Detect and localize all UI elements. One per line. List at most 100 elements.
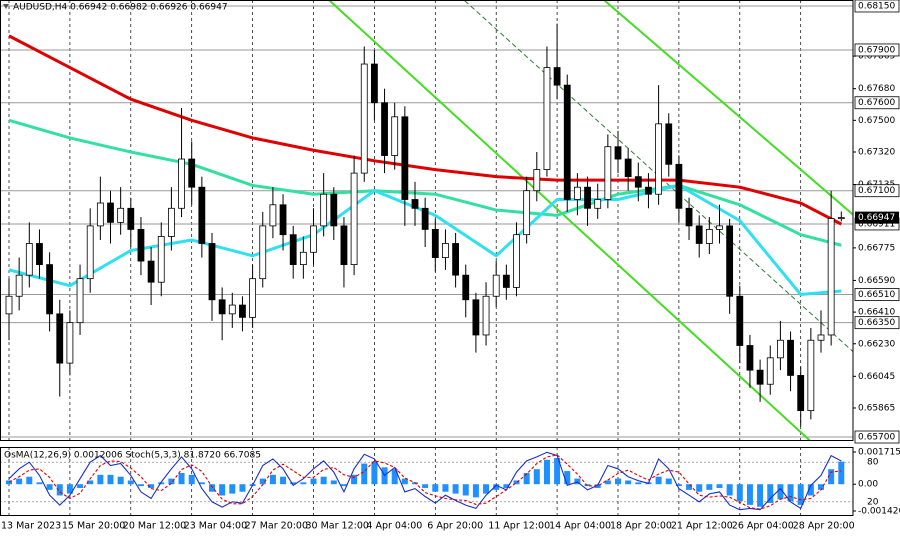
candle-body <box>86 225 94 280</box>
candle-body <box>198 186 206 244</box>
candle-body <box>350 172 358 265</box>
osma-bar <box>259 478 266 485</box>
osma-bar <box>807 484 814 496</box>
chart-title: AUDUSD,H4 0.66942 0.66982 0.66926 0.6694… <box>13 3 228 13</box>
last-price-box <box>855 211 899 224</box>
osma-bar <box>777 484 784 500</box>
level-label: 0.66510 <box>858 290 895 300</box>
candle-body <box>705 229 713 244</box>
candle-body <box>340 225 348 265</box>
osma-bar <box>838 461 845 485</box>
y-tick-label: 0.67320 <box>858 148 895 158</box>
level-label-box <box>854 43 900 57</box>
osma-bar <box>209 484 215 492</box>
osma-bar <box>604 480 611 485</box>
candle-body <box>76 278 84 324</box>
osma-bar <box>178 472 185 485</box>
osma-bar <box>472 484 479 498</box>
x-tick-label: 21 Apr 12:00 <box>671 521 733 532</box>
osma-bar <box>503 484 510 488</box>
candle-body <box>269 204 277 227</box>
candle-body <box>5 295 13 315</box>
osma-bar <box>736 484 743 502</box>
y-tick-label: 0.67500 <box>858 116 895 126</box>
osma-bar <box>706 484 713 490</box>
indicator-label: OsMA(12,26,9) 0.0012006 Stoch(5,3,3) 81.… <box>4 451 261 461</box>
osma-bar <box>36 482 43 485</box>
level-label-box <box>854 316 900 330</box>
symbol-icon <box>3 4 9 9</box>
candle-body <box>107 202 114 223</box>
trendline <box>329 0 811 440</box>
candle-body <box>777 339 784 359</box>
candle-body <box>360 63 368 174</box>
osma-bar <box>361 463 368 485</box>
osma-bar <box>391 469 398 485</box>
candle-body <box>299 251 307 265</box>
x-tick-label: 15 Mar 20:00 <box>62 521 125 532</box>
candle-body <box>218 299 226 315</box>
osma-bar <box>574 478 581 485</box>
oscillator-frame <box>0 447 854 516</box>
candle-body <box>391 116 399 156</box>
level-label: 0.66911 <box>858 219 895 229</box>
y-tick-label: -0.001426 <box>858 507 900 517</box>
candle-body <box>604 146 612 200</box>
osma-bar <box>462 484 469 496</box>
osma-bar <box>87 480 94 485</box>
candle-body <box>178 158 185 209</box>
candle-body <box>655 123 662 195</box>
osma-bar <box>46 484 53 490</box>
moving-average <box>8 118 842 247</box>
osma-bar <box>483 484 490 494</box>
candle-body <box>137 229 145 262</box>
y-tick-label: 0.0017157 <box>858 448 900 458</box>
level-label-box <box>854 288 900 301</box>
osma-bar <box>533 469 540 485</box>
price-frame <box>0 0 854 441</box>
osma-bar <box>696 484 703 492</box>
osma-bar <box>107 474 114 485</box>
oscillator-plot <box>0 447 853 515</box>
candle-body <box>574 186 581 200</box>
osma-bar <box>665 478 672 485</box>
osma-bar <box>168 478 175 485</box>
candle-body <box>634 176 642 188</box>
candle-body <box>716 225 723 230</box>
osma-bar <box>158 482 165 485</box>
osma-bar <box>56 484 63 496</box>
candle-body <box>370 63 378 104</box>
osma-bar <box>828 469 835 485</box>
candle-body <box>482 295 490 336</box>
stochastic-line <box>8 454 842 510</box>
x-tick-label: 18 Apr 20:00 <box>610 521 672 532</box>
osma-bar <box>787 484 794 502</box>
candle-body <box>157 236 165 283</box>
candle-body <box>502 274 510 288</box>
candle-body <box>756 369 764 385</box>
level-label-box <box>854 0 900 13</box>
candle-body <box>117 207 125 223</box>
level-label: 0.67600 <box>858 98 895 108</box>
candle-body <box>462 274 470 301</box>
y-tick-label: 0.66775 <box>858 243 895 253</box>
candle-body <box>736 295 744 346</box>
osma-bar <box>543 459 550 485</box>
osma-bar <box>269 474 276 485</box>
candle-body <box>614 146 622 160</box>
osma-bar <box>239 484 246 492</box>
candle-body <box>36 243 43 265</box>
y-tick-label: 0.66590 <box>858 276 895 286</box>
level-label: 0.68150 <box>858 1 895 11</box>
osma-bar <box>66 484 73 494</box>
osma-bar <box>310 478 317 485</box>
y-tick-label: 0.00 <box>858 480 878 490</box>
candle-body <box>523 190 531 236</box>
level-label: 0.66350 <box>858 318 895 328</box>
osma-bar <box>746 484 753 505</box>
osma-bar <box>564 471 571 485</box>
osma-bar <box>188 474 195 485</box>
osma-bar <box>493 484 500 490</box>
osma-bar <box>513 480 520 485</box>
